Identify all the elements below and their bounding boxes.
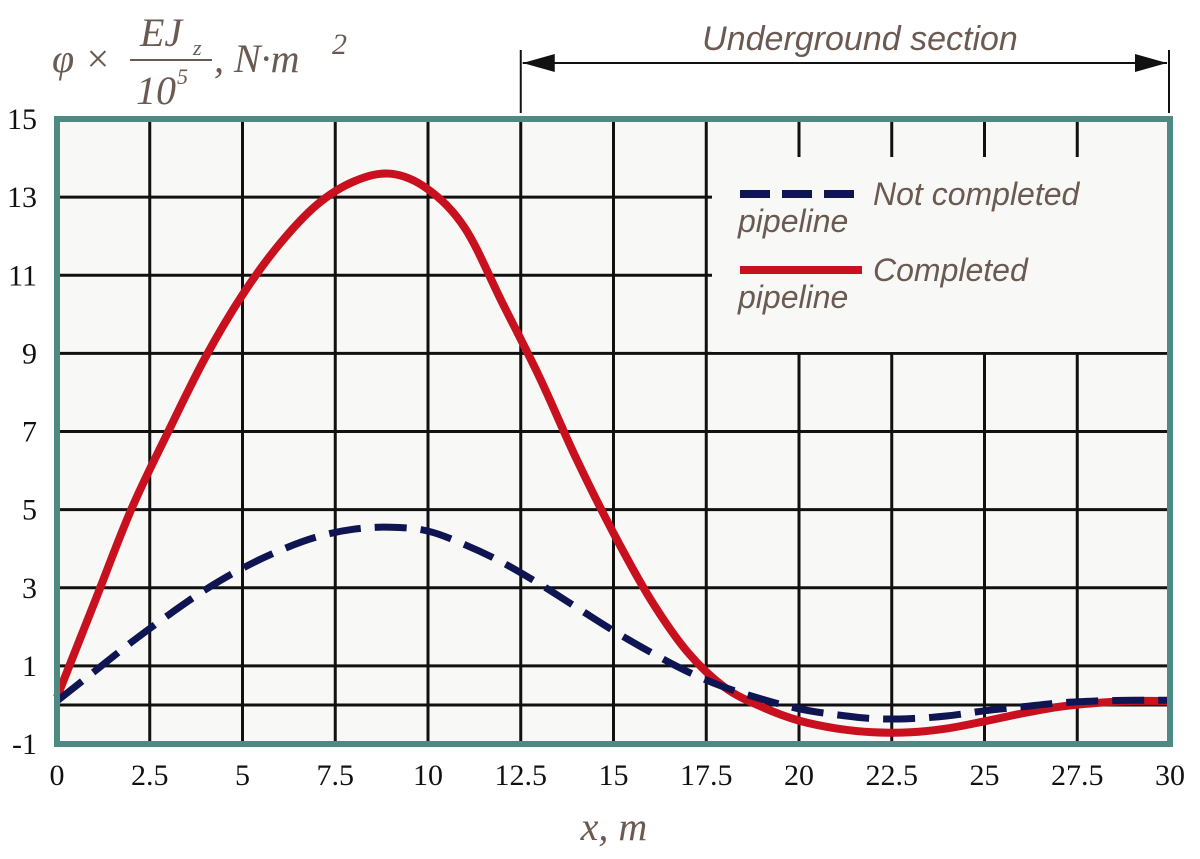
- y-tick-label: -1: [12, 728, 37, 761]
- y-axis-title-denominator: 10: [136, 68, 176, 113]
- plot-frame: [54, 116, 1173, 747]
- x-tick-label: 22.5: [866, 759, 919, 792]
- annotation-arrowhead-left: [522, 54, 555, 72]
- x-tick-label: 0: [50, 759, 65, 792]
- y-tick-label: 3: [22, 572, 37, 605]
- y-tick-label: 7: [22, 416, 37, 449]
- y-tick-label: 15: [7, 103, 37, 136]
- legend-label-not-completed-line1: Not completed: [873, 176, 1081, 212]
- underground-annotation: Underground section: [519, 20, 1170, 113]
- x-tick-label: 20: [784, 759, 814, 792]
- y-axis-title-unit: , N·m: [214, 36, 300, 81]
- x-tick-label: 7.5: [317, 759, 355, 792]
- y-axis-title: φ × EJ z 10 5 , N·m 2: [52, 10, 347, 113]
- y-tick-label: 1: [22, 650, 37, 683]
- x-tick-label: 5: [235, 759, 250, 792]
- legend: Not completed pipeline Completed pipelin…: [712, 157, 1167, 352]
- y-axis-title-numerator: EJ: [139, 10, 184, 55]
- legend-label-completed-line2: pipeline: [737, 279, 848, 315]
- y-tick-label: 11: [8, 259, 37, 292]
- x-tick-label: 25: [970, 759, 1000, 792]
- x-tick-label: 17.5: [680, 759, 733, 792]
- legend-label-not-completed-line2: pipeline: [737, 203, 848, 239]
- y-axis-title-unit-sup: 2: [332, 28, 347, 61]
- x-axis-title: x, m: [580, 804, 648, 849]
- legend-label-completed-line1: Completed: [873, 252, 1029, 288]
- y-tick-label: 13: [7, 181, 37, 214]
- annotation-arrowhead-right: [1135, 54, 1167, 72]
- series-line-completed: [53, 169, 1171, 737]
- annotation-label: Underground section: [702, 20, 1018, 58]
- x-tick-label: 10: [413, 759, 443, 792]
- x-tick-label: 27.5: [1051, 759, 1104, 792]
- series-layer: [53, 169, 1171, 737]
- tick-labels: 0 2.5 5 7.5 10 12.5 15 17.5 20 22.5 25 27.5 30-11357…: [7, 103, 1185, 792]
- series-line-not-completed: [54, 523, 1171, 723]
- y-tick-label: 5: [22, 494, 37, 527]
- x-tick-label: 12.5: [495, 759, 548, 792]
- y-tick-label: 9: [22, 337, 37, 370]
- y-axis-title-prefix: φ ×: [52, 36, 111, 81]
- y-axis-title-numerator-sub: z: [192, 35, 202, 60]
- legend-background: [712, 157, 1167, 352]
- x-tick-label: 2.5: [131, 759, 169, 792]
- x-tick-label: 30: [1155, 759, 1185, 792]
- x-tick-label: 15: [599, 759, 629, 792]
- y-axis-title-denominator-sup: 5: [177, 64, 188, 89]
